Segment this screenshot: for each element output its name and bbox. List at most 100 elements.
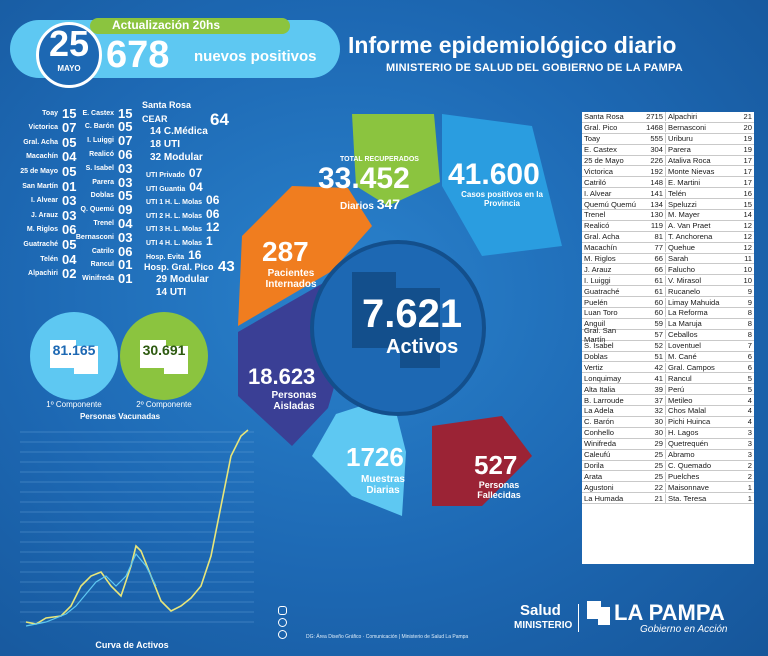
table-cell: Lonquimay [584,373,622,383]
isolated-label: Personas Aisladas [271,390,317,412]
table-row: Alta Italia 39 Perú 5 [582,384,754,396]
locality-count: 02 [62,266,77,282]
locality-count: 05 [62,163,77,179]
la-pampa-logo-icon [587,601,610,625]
table-cell: 25 de Mayo [584,156,624,165]
locality-row: Gral. Acha 05 [0,135,80,150]
table-cell: 14 [743,210,752,220]
table-cell: 148 [640,177,666,187]
hospital-label: UTI 4 H. L. Molas [146,240,203,247]
table-cell: 2715 [640,112,666,122]
table-cell: 11 [744,254,752,264]
active-label: Activos [386,336,459,358]
locality-row: I. Luiggi 07 [62,133,134,148]
cases-segment [442,114,562,256]
table-row: I. Luiggi 61 V. Mirasol 10 [582,275,754,287]
table-cell: Anguil [584,319,606,329]
locality-name: Winifreda [82,275,114,283]
locality-row: M. Riglos 06 [0,222,80,237]
table-cell: 39 [640,384,666,394]
vaccine-second-label: 2º Componente [136,400,192,409]
page-title: Informe epidemiológico diario [348,32,677,58]
locality-name: J. Arauz [31,211,58,219]
hospital-label: Hosp. Evita [146,253,185,261]
table-row: J. Arauz 66 Falucho 10 [582,264,754,276]
table-cell: Gral. San Martín [584,325,617,344]
locality-name: 25 de Mayo [20,167,58,175]
date-month: MAYO [57,64,81,73]
table-cell: Falucho [668,264,696,274]
table-cell: Doblas [584,352,608,362]
locality-name: Parera [92,178,114,186]
table-cell: B. Larroude [584,395,624,405]
hospital-row: UTI 1 H. L. Molas 06 [146,193,219,207]
table-cell: C. Quemado [668,460,712,470]
table-cell: 37 [640,395,666,405]
table-cell: Quehue [668,243,696,253]
locality-row: Guatraché 05 [0,236,80,252]
table-cell: 5 [747,373,752,383]
table-row: Toay 555 Uriburu 19 [582,134,754,145]
table-cell: V. Mirasol [668,275,702,285]
locality-name: Gral. Acha [23,138,58,146]
table-cell: 57 [640,330,666,340]
table-cell: 9 [747,297,752,307]
instagram-icon[interactable] [278,606,287,615]
table-cell: 42 [640,362,666,372]
table-cell: 61 [640,275,666,285]
locality-row: Winifreda 01 [62,271,134,287]
twitter-icon[interactable] [278,630,287,639]
table-cell: 81 [640,232,666,242]
table-cell: 141 [640,188,666,198]
locality-row: E. Castex 15 [62,106,134,121]
hospitalized-segment [238,186,372,326]
samples-value: 1726 [346,442,404,472]
locality-count: 05 [62,236,77,252]
table-cell: Gral. Campos [668,362,715,372]
hospital-label: UTI 3 H. L. Molas [146,226,203,234]
table-cell: 12 [743,221,752,231]
table-row: Realicó 119 A. Van Praet 12 [582,221,754,232]
pico-uti-value: 14 [156,287,168,298]
locality-count: 03 [118,174,133,190]
table-cell: 1 [747,482,752,492]
table-row: Lonquimay 41 Rancul 5 [582,373,754,385]
hospital-label: UTI 2 H. L. Molas [146,212,203,220]
new-positives-count: 678 [106,34,170,76]
table-cell: Monte Nievas [668,166,715,176]
table-cell: Sta. Teresa [668,493,707,503]
table-cell: 4 [747,406,752,416]
locality-name: Doblas [90,192,114,200]
table-cell: Winifreda [584,439,617,449]
locality-count: 03 [118,229,133,245]
table-cell: M. Mayer [668,210,700,220]
locality-row: Telén 04 [0,252,80,267]
hospital-value: 06 [206,206,220,221]
table-cell: La Humada [584,493,624,503]
table-cell: Victorica [584,166,613,176]
table-row: Arata 25 Puelches 2 [582,471,754,483]
table-cell: M. Riglos [584,254,616,264]
locality-row: San Martín 01 [0,179,80,194]
ministerio-logo-text: MINISTERIO [514,620,573,631]
table-cell: 41 [640,373,666,383]
hospital-row: UTI 3 H. L. Molas 12 [146,220,219,234]
table-row: Trenel 130 M. Mayer 14 [582,210,754,221]
table-cell: 2 [747,471,752,481]
table-cell: 130 [640,210,666,220]
facebook-icon[interactable] [278,618,287,627]
vaccines-title: Personas Vacunadas [79,412,161,421]
cmedica-label: C.Médica [163,126,208,137]
locality-count: 01 [118,271,133,287]
table-row: Guatraché 61 Rucanelo 9 [582,286,754,298]
locality-row: Victorica 07 [0,120,80,135]
table-cell: 60 [640,297,666,307]
table-cell: 32 [640,406,666,416]
locality-name: Bernasconi [75,233,114,241]
table-cell: S. Isabel [584,341,614,351]
table-cell: E. Castex [584,145,617,155]
vaccine-second-ring: 30.691 [120,312,208,400]
table-cell: 77 [640,243,666,253]
locality-name: Catrilo [91,247,114,255]
table-cell: 66 [640,254,666,264]
